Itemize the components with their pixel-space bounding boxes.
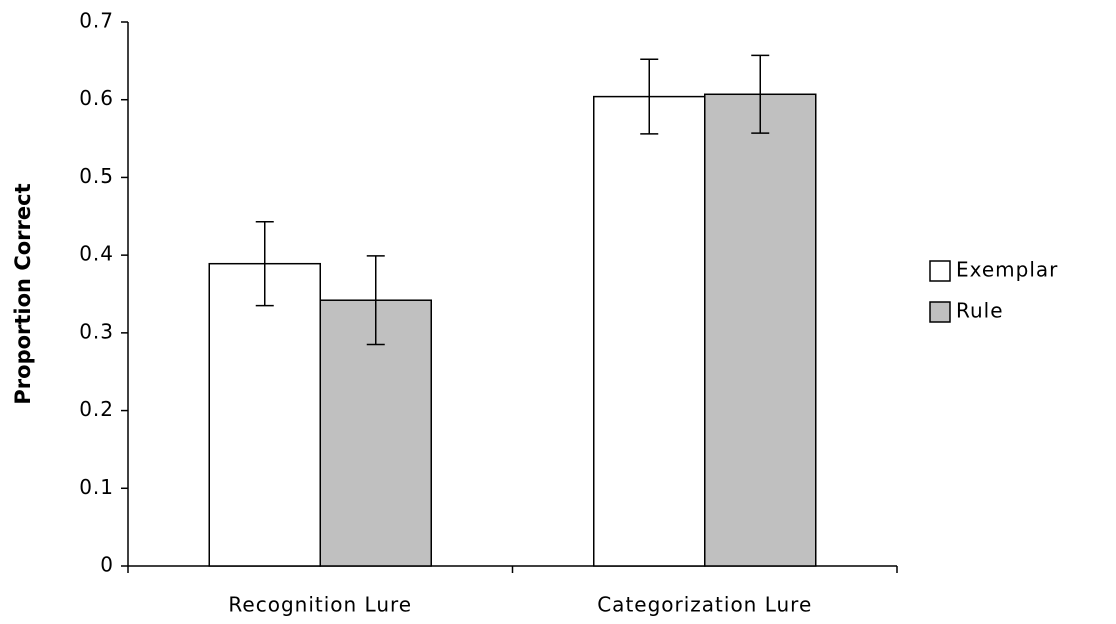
y-tick-label: 0.3	[79, 319, 114, 343]
y-axis-label: Proportion Correct	[11, 183, 35, 404]
legend-swatch	[929, 260, 951, 282]
legend-label: Exemplar	[956, 258, 1058, 282]
bar	[593, 95, 706, 567]
bar	[208, 262, 321, 567]
bar	[704, 93, 817, 567]
y-tick-label: 0.7	[79, 9, 114, 33]
error-bar	[751, 54, 770, 134]
y-tick-label: 0.2	[79, 397, 114, 421]
legend-label: Rule	[956, 299, 1004, 323]
error-bar	[255, 220, 274, 307]
x-tick-label: Recognition Lure	[228, 593, 412, 617]
legend-swatch	[929, 301, 951, 323]
x-tick-label: Categorization Lure	[597, 593, 812, 617]
y-tick-label: 0	[100, 553, 114, 577]
y-tick-label: 0.4	[79, 242, 114, 266]
error-bar	[640, 58, 659, 135]
error-bar	[366, 255, 385, 346]
y-tick-label: 0.1	[79, 475, 114, 499]
y-tick-label: 0.5	[79, 164, 114, 188]
y-tick-label: 0.6	[79, 86, 114, 110]
